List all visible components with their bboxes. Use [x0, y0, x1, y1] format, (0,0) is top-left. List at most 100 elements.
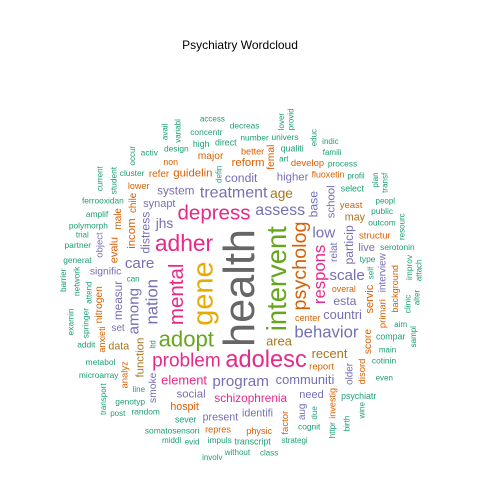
word-resourc: resourc	[398, 213, 407, 240]
word-primari: primari	[378, 299, 389, 328]
word-can: can	[127, 274, 140, 283]
word-compar: compar	[376, 332, 405, 342]
word-signific: signific	[90, 266, 121, 277]
word-qualiti: qualiti	[281, 143, 304, 153]
word-fluoxetin: fluoxetin	[312, 170, 345, 180]
word-barrier: barrier	[59, 268, 68, 291]
word-intervent: intervent	[261, 226, 292, 331]
word-health: health	[216, 229, 264, 347]
word-microarray: microarray	[79, 370, 119, 380]
word-springer: springer	[80, 308, 90, 338]
word-trial: trial	[76, 231, 89, 240]
word-repres: repres	[205, 425, 231, 435]
word-center: center	[295, 313, 320, 323]
word-femal: femal	[266, 145, 277, 170]
word-adher: adher	[155, 230, 214, 256]
word-assess: assess	[255, 202, 305, 219]
word-without: without	[224, 448, 251, 457]
word-chile: chile	[128, 192, 139, 213]
word-provid: provid	[287, 108, 296, 130]
word-cluster: cluster	[120, 168, 145, 178]
word-variabl: variabl	[173, 119, 182, 143]
word-need: need	[299, 389, 323, 401]
word-condit: condit	[225, 171, 258, 185]
word-serotonin: serotonin	[380, 242, 415, 252]
word-base: base	[306, 191, 320, 218]
word-analyz: analyz	[120, 361, 131, 389]
word-sampl: sampl	[409, 326, 418, 348]
word-nation: nation	[143, 279, 162, 324]
word-adolesc: adolesc	[225, 347, 307, 373]
word-adopt: adopt	[159, 327, 214, 352]
word-male: male	[113, 208, 124, 230]
word-mental: mental	[165, 264, 188, 326]
word-type: type	[360, 254, 376, 264]
word-function: function	[134, 338, 146, 378]
word-scale: scale	[329, 267, 364, 284]
word-peopl: peopl	[376, 196, 396, 205]
word-famili: famili	[323, 148, 342, 157]
word-among: among	[126, 288, 143, 334]
word-class: class	[260, 449, 278, 458]
word-direct: direct	[215, 138, 237, 148]
word-area: area	[266, 334, 293, 349]
word-depress: depress	[178, 202, 251, 225]
word-partner: partner	[65, 240, 92, 250]
word-score: score	[363, 329, 374, 354]
word-indic: indic	[322, 137, 338, 146]
word-anxieti: anxieti	[97, 326, 107, 352]
word-access: access	[200, 115, 225, 124]
word-factor: factor	[280, 411, 291, 435]
word-communiti: communiti	[276, 372, 335, 387]
word-due: due	[310, 406, 319, 420]
word-treatment: treatment	[200, 185, 268, 202]
word-element: element	[161, 373, 207, 388]
word-birth: birth	[343, 416, 352, 432]
word-nitrogen: nitrogen	[94, 286, 105, 323]
word-yeast: yeast	[340, 200, 363, 211]
word-even: even	[376, 374, 393, 383]
word-may: may	[345, 212, 366, 224]
word-particip: particip	[342, 225, 356, 265]
word-hospit: hospit	[170, 401, 199, 413]
word-distress: distress	[139, 212, 153, 254]
word-examin: examin	[65, 308, 75, 335]
word-involv: involv	[202, 453, 222, 462]
word-evid: evid	[185, 437, 200, 446]
word-ferrooxidan: ferrooxidan	[82, 196, 124, 206]
word-interview: interview	[378, 252, 389, 292]
word-student: student	[109, 166, 119, 194]
word-random: random	[131, 406, 159, 416]
word-ltd: ltd	[148, 340, 157, 348]
word-refer: refer	[149, 169, 170, 180]
word-addit: addit	[77, 340, 96, 350]
word-cotinin: cotinin	[372, 356, 397, 366]
word-httpr: httpr	[328, 422, 337, 438]
word-program: program	[212, 373, 269, 390]
word-major: major	[198, 151, 224, 162]
word-decreas: decreas	[230, 120, 260, 130]
word-lower: lower	[128, 181, 150, 191]
word-present: present	[203, 412, 239, 424]
word-measur: measur	[111, 281, 125, 320]
word-aim: aim	[394, 320, 407, 329]
word-attend: attend	[85, 281, 94, 303]
word-generat: generat	[63, 255, 92, 265]
word-attach: attach	[415, 260, 424, 282]
word-object: object	[94, 232, 105, 258]
word-number: number	[240, 133, 269, 143]
word-select: select	[341, 184, 365, 194]
word-structur: structur	[359, 230, 391, 241]
word-synapt: synapt	[143, 198, 175, 210]
word-plan: plan	[371, 172, 380, 187]
word-jhs: jhs	[155, 216, 174, 231]
word-esta: esta	[333, 294, 356, 308]
word-lover: lover	[277, 113, 286, 131]
word-guidelin: guidelin	[173, 167, 212, 179]
word-avail: avail	[161, 123, 170, 140]
word-sever: sever	[175, 415, 197, 425]
word-problem: problem	[152, 351, 221, 372]
word-gene: gene	[188, 261, 220, 325]
word-transcript: transcript	[235, 436, 272, 446]
